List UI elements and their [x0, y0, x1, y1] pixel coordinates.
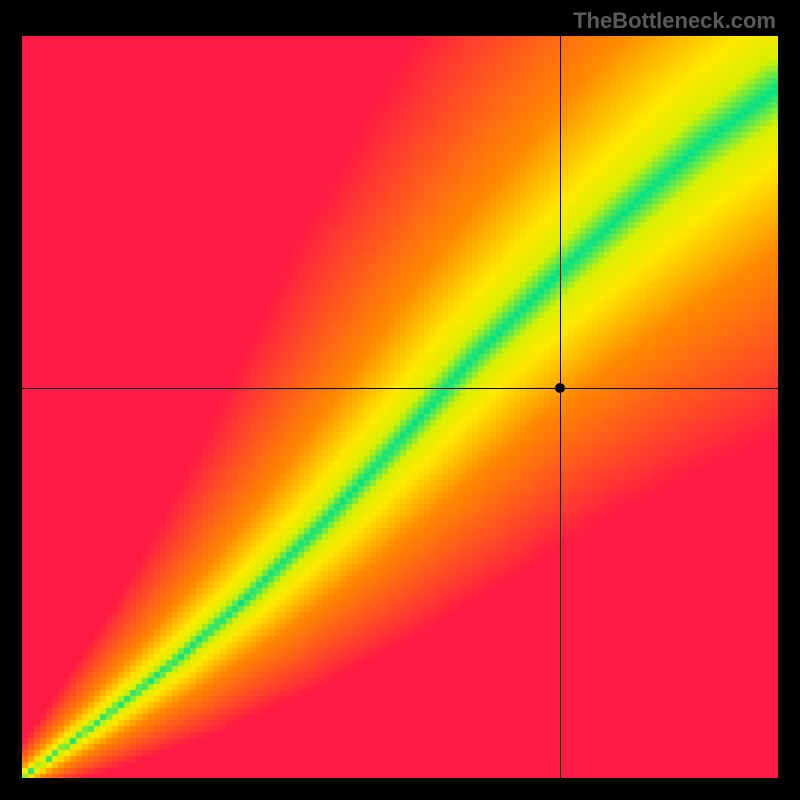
crosshair-dot — [555, 383, 565, 393]
heatmap-canvas — [22, 36, 778, 778]
plot-area — [22, 36, 778, 778]
watermark-text: TheBottleneck.com — [573, 8, 776, 34]
chart-container: TheBottleneck.com — [0, 0, 800, 800]
crosshair-horizontal — [22, 388, 778, 389]
crosshair-vertical — [560, 36, 561, 778]
